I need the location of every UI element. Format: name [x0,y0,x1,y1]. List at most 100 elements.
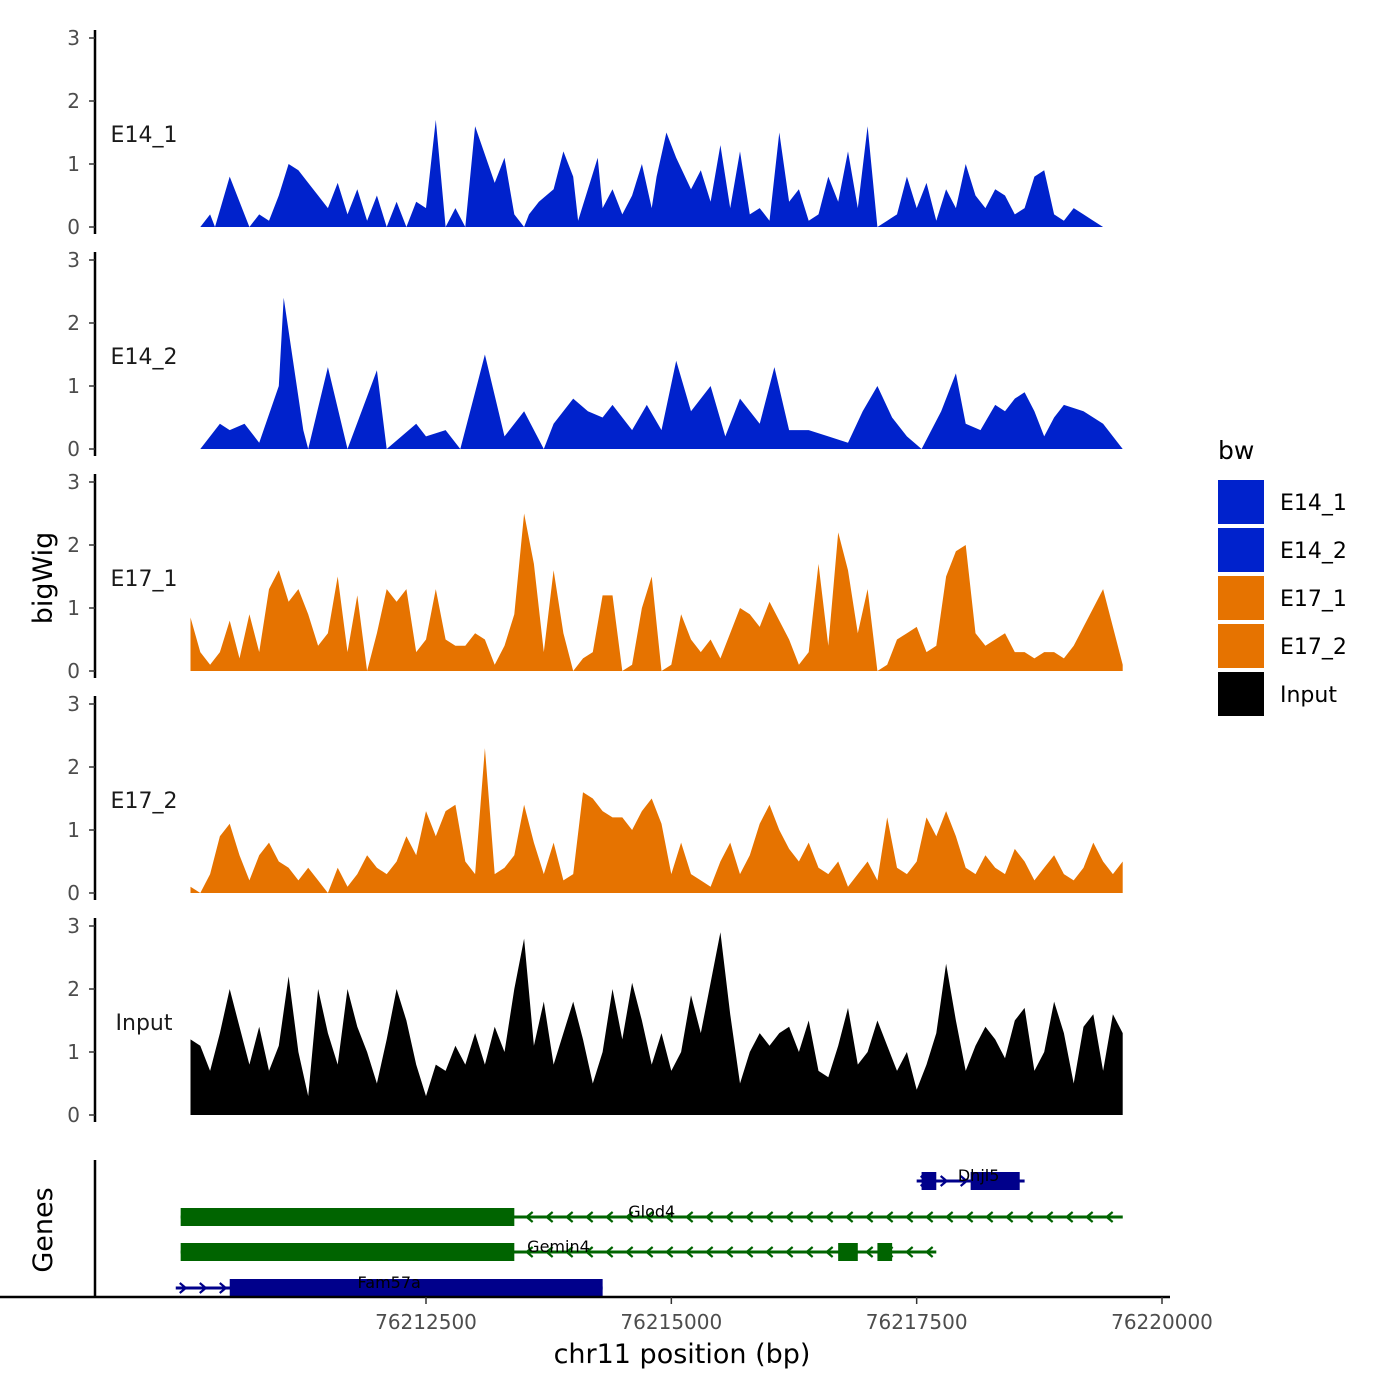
legend-swatch [1218,576,1264,620]
legend-item-input: Input [1218,672,1337,716]
legend: bw E14_1 E14_2 E17_1 E17_2 Input [1218,436,1347,716]
strand-arrow [824,1211,834,1223]
y-axis-title: bigWig [28,532,59,625]
strand-arrow [604,1211,614,1223]
coverage-area-e14-1 [200,119,1104,227]
strand-arrow [804,1211,814,1223]
strand-arrow [219,1282,228,1294]
strand-arrow [824,1246,834,1258]
legend-item-e14-1: E14_1 [1218,480,1347,524]
strand-arrow [704,1211,714,1223]
strand-arrow [179,1282,188,1294]
legend-item-e17-1: E17_1 [1218,576,1347,620]
y-tick-label: 3 [67,914,80,938]
strand-arrow [584,1211,594,1223]
legend-swatch [1218,528,1264,572]
y-tick-label: 0 [67,437,80,461]
y-tick-label: 0 [67,215,80,239]
legend-item-e17-2: E17_2 [1218,624,1347,668]
x-tick-label: 76215000 [620,1310,722,1334]
coverage-area-input [190,932,1123,1115]
legend-label: E14_2 [1280,539,1347,564]
gene-exon [180,1208,515,1226]
strand-arrow [199,1282,208,1294]
strand-arrow [644,1246,654,1258]
y-tick-label: 0 [67,881,80,905]
y-tick-label: 3 [67,470,80,494]
track-e17-1: 0 1 2 3 E17_1 [67,470,1123,683]
track-label: E17_2 [111,789,178,814]
strand-arrow [784,1246,794,1258]
coverage-area-e17-2 [190,748,1123,893]
strand-arrow [624,1246,634,1258]
y-tick-label: 3 [67,692,80,716]
strand-arrow [684,1246,694,1258]
genes-layer: Dhjl5 Glod4 Gemin4 Fam57a [93,1160,1123,1298]
strand-arrow [724,1211,734,1223]
strand-arrow [724,1246,734,1258]
gene-exon [229,1279,603,1297]
y-tick-label: 2 [67,89,80,113]
legend-label: Input [1280,683,1337,708]
strand-arrow [744,1211,754,1223]
y-tick-label: 2 [67,755,80,779]
gene-name-label: Fam57a [358,1273,421,1292]
strand-arrow [1004,1211,1014,1223]
gene-exon [180,1243,515,1261]
strand-arrow [784,1211,794,1223]
gene-exon [921,1172,937,1190]
strand-arrow [624,1211,634,1223]
gene-fam57a: Fam57a [175,1273,603,1297]
strand-arrow [524,1246,534,1258]
y-tick-label: 0 [67,659,80,683]
strand-arrow [864,1211,874,1223]
y-tick-label: 3 [67,26,80,50]
track-e14-2: 0 1 2 3 E14_2 [67,248,1123,461]
legend-item-e14-2: E14_2 [1218,528,1347,572]
strand-arrow [564,1211,574,1223]
x-axis-title: chr11 position (bp) [554,1339,811,1370]
legend-label: E17_2 [1280,635,1347,660]
strand-arrow [864,1246,874,1258]
y-tick-label: 1 [67,152,80,176]
y-tick-label: 3 [67,248,80,272]
strand-arrow [744,1246,754,1258]
track-e14-1: 0 1 2 3 E14_1 [67,26,1104,239]
strand-arrow [544,1211,554,1223]
track-label: E14_2 [111,345,178,370]
y-tick-label: 1 [67,596,80,620]
strand-arrow [924,1211,934,1223]
legend-swatch [1218,672,1264,716]
x-tick-label: 76217500 [866,1310,968,1334]
track-label: E17_1 [111,567,178,592]
legend-title: bw [1218,436,1254,465]
gene-glod4: Glod4 [180,1202,1123,1226]
strand-arrow [844,1211,854,1223]
strand-arrow [984,1211,994,1223]
strand-arrow [959,1175,969,1187]
strand-arrow [904,1246,914,1258]
track-label: Input [116,1011,173,1036]
strand-arrow [1084,1211,1094,1223]
strand-arrow [804,1246,814,1258]
gene-dhjl5: Dhjl5 [916,1166,1025,1190]
strand-arrow [764,1246,774,1258]
tracks-layer: 0 1 2 3 E14_1 0 1 2 3 E14_2 0 1 2 3 E17_1 0 1 2 3 E17_2 0 1 2 3… [67,26,1123,1127]
y-tick-label: 2 [67,533,80,557]
legend-label: E14_1 [1280,491,1347,516]
strand-arrow [664,1211,674,1223]
y-tick-label: 1 [67,818,80,842]
y-tick-label: 2 [67,977,80,1001]
gene-name-label: Glod4 [628,1202,675,1221]
strand-arrow [1064,1211,1074,1223]
strand-arrow [904,1211,914,1223]
strand-arrow [604,1246,614,1258]
strand-arrow [704,1246,714,1258]
coverage-area-e17-1 [190,513,1123,671]
y-tick-label: 1 [67,374,80,398]
strand-arrow [944,1211,954,1223]
coverage-area-e14-2 [200,297,1123,449]
strand-arrow [564,1246,574,1258]
y-tick-label: 0 [67,1103,80,1127]
